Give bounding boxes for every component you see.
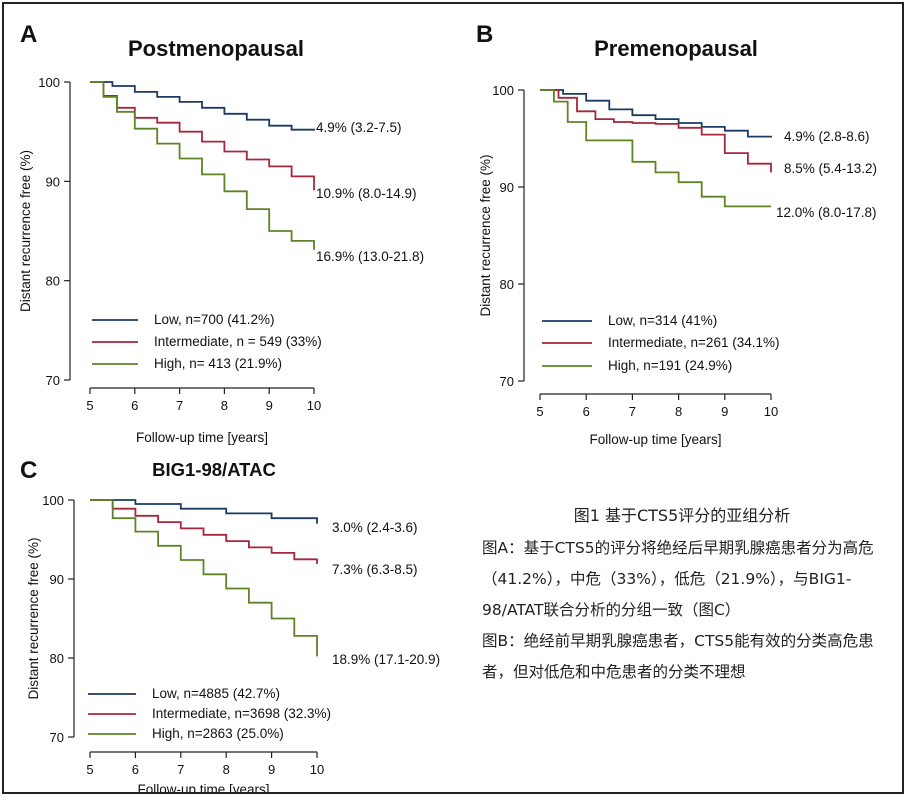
panel-b-end-label-intermediate: 8.5% (5.4-13.2) <box>784 161 877 176</box>
panel-c-title: BIG1-98/ATAC <box>152 459 276 480</box>
panel-a-legend-label-low: Low, n=700 (41.2%) <box>154 312 274 327</box>
panel-b-letter: B <box>476 21 493 48</box>
panel-a-legend-label-high: High, n= 413 (21.9%) <box>154 356 282 371</box>
panel-a-y-tick-label: 80 <box>46 274 60 289</box>
panel-b-y-axis-label: Distant recurrence free (%) <box>478 154 493 316</box>
panel-c-end-label-low: 3.0% (2.4-3.6) <box>332 520 418 535</box>
panel-b-title: Premenopausal <box>594 36 758 61</box>
panel-a-x-tick-label: 10 <box>307 398 321 413</box>
panel-a-y-axis-label: Distant recurrence free (%) <box>18 150 33 312</box>
panel-a-series-high-line <box>90 81 315 250</box>
panel-b-legend-label-high: High, n=191 (24.9%) <box>608 358 732 373</box>
panel-a-y-tick-label: 70 <box>46 373 60 388</box>
panel-b-y-tick-label: 90 <box>500 180 514 195</box>
panel-c-y-axis-label: Distant recurrence free (%) <box>26 537 41 699</box>
panel-a-series-low-line <box>90 81 315 131</box>
panel-c-end-label-intermediate: 7.3% (6.3-8.5) <box>332 562 418 577</box>
panel-c-series-intermediate-line <box>90 499 318 564</box>
panel-b-y-tick-label: 80 <box>500 277 514 292</box>
panel-b-legend-label-low: Low, n=314 (41%) <box>608 313 717 328</box>
panel-c-x-tick-label: 7 <box>177 762 184 777</box>
panel-a-legend-label-intermediate: Intermediate, n = 549 (33%) <box>154 334 322 349</box>
panel-a-title: Postmenopausal <box>128 36 304 61</box>
panel-b-x-tick-label: 8 <box>675 404 682 419</box>
caption-paragraph-b: 图B：绝经前早期乳腺癌患者，CTS5能有效的分类高危患者，但对低危和中危患者的分… <box>482 632 874 681</box>
panel-a-end-label-intermediate: 10.9% (8.0-14.9) <box>316 186 417 201</box>
panel-c-legend-label-low: Low, n=4885 (42.7%) <box>152 686 280 701</box>
panel-c-x-tick-label: 9 <box>268 762 275 777</box>
panel-a-x-tick-label: 6 <box>131 398 138 413</box>
panel-c-x-axis-label: Follow-up time [years] <box>137 782 269 794</box>
panel-a-end-label-low: 4.9% (3.2-7.5) <box>316 120 402 135</box>
panel-a-x-axis-label: Follow-up time [years] <box>136 430 268 445</box>
panel-b-series-high-line <box>540 89 771 208</box>
panel-c-x-tick-label: 10 <box>310 762 324 777</box>
panel-b-x-tick-label: 7 <box>629 404 636 419</box>
panel-a-end-label-high: 16.9% (13.0-21.8) <box>316 249 424 264</box>
panel-a-y-tick-label: 90 <box>46 174 60 189</box>
panel-a-x-tick-label: 9 <box>266 398 273 413</box>
panel-a-letter: A <box>20 21 37 48</box>
panel-c-series-high-line <box>90 499 318 657</box>
panel-b-x-tick-label: 5 <box>536 404 543 419</box>
panel-b-x-tick-label: 10 <box>764 404 778 419</box>
caption: 图1 基于CTS5评分的亚组分析 图A：基于CTS5的评分将绝经后早期乳腺癌患者… <box>482 500 882 688</box>
panel-b-x-tick-label: 9 <box>721 404 728 419</box>
panel-a-x-tick-label: 5 <box>86 398 93 413</box>
panel-c-x-tick-label: 8 <box>223 762 230 777</box>
panel-a-y-tick-label: 100 <box>38 75 60 90</box>
caption-paragraph-a: 图A：基于CTS5的评分将绝经后早期乳腺癌患者分为高危（41.2%），中危（33… <box>482 539 874 619</box>
panel-c-y-tick-label: 100 <box>42 493 64 508</box>
panel-c-series-low-line <box>90 499 318 524</box>
figure-canvas: A Postmenopausal 70 80 90 100 5 6 7 8 9 10 Follow-up… <box>18 21 877 794</box>
panel-b-series-low-line <box>540 89 772 138</box>
panel-c-letter: C <box>20 457 37 484</box>
panel-c-x-tick-label: 6 <box>132 762 139 777</box>
panel-c-y-tick-label: 70 <box>50 730 64 745</box>
panel-b-end-label-high: 12.0% (8.0-17.8) <box>776 205 877 220</box>
panel-a-x-tick-label: 8 <box>221 398 228 413</box>
panel-b-legend-label-intermediate: Intermediate, n=261 (34.1%) <box>608 335 779 350</box>
panel-b-y-tick-label: 100 <box>492 83 514 98</box>
panel-c-x-tick-label: 5 <box>86 762 93 777</box>
panel-b-y-tick-label: 70 <box>500 374 514 389</box>
panel-c-end-label-high: 18.9% (17.1-20.9) <box>332 652 440 667</box>
panel-b-x-axis-label: Follow-up time [years] <box>589 432 721 447</box>
panel-b-x-tick-label: 6 <box>583 404 590 419</box>
caption-title: 图1 基于CTS5评分的亚组分析 <box>573 506 791 525</box>
panel-a-x-tick-label: 7 <box>176 398 183 413</box>
panel-b-end-label-low: 4.9% (2.8-8.6) <box>784 129 870 144</box>
panel-c-legend-label-high: High, n=2863 (25.0%) <box>152 726 284 741</box>
panel-c-y-tick-label: 90 <box>50 572 64 587</box>
panel-c-legend-label-intermediate: Intermediate, n=3698 (32.3%) <box>152 706 331 721</box>
panel-c-y-tick-label: 80 <box>50 651 64 666</box>
panel-b-series-intermediate-line <box>540 89 772 173</box>
